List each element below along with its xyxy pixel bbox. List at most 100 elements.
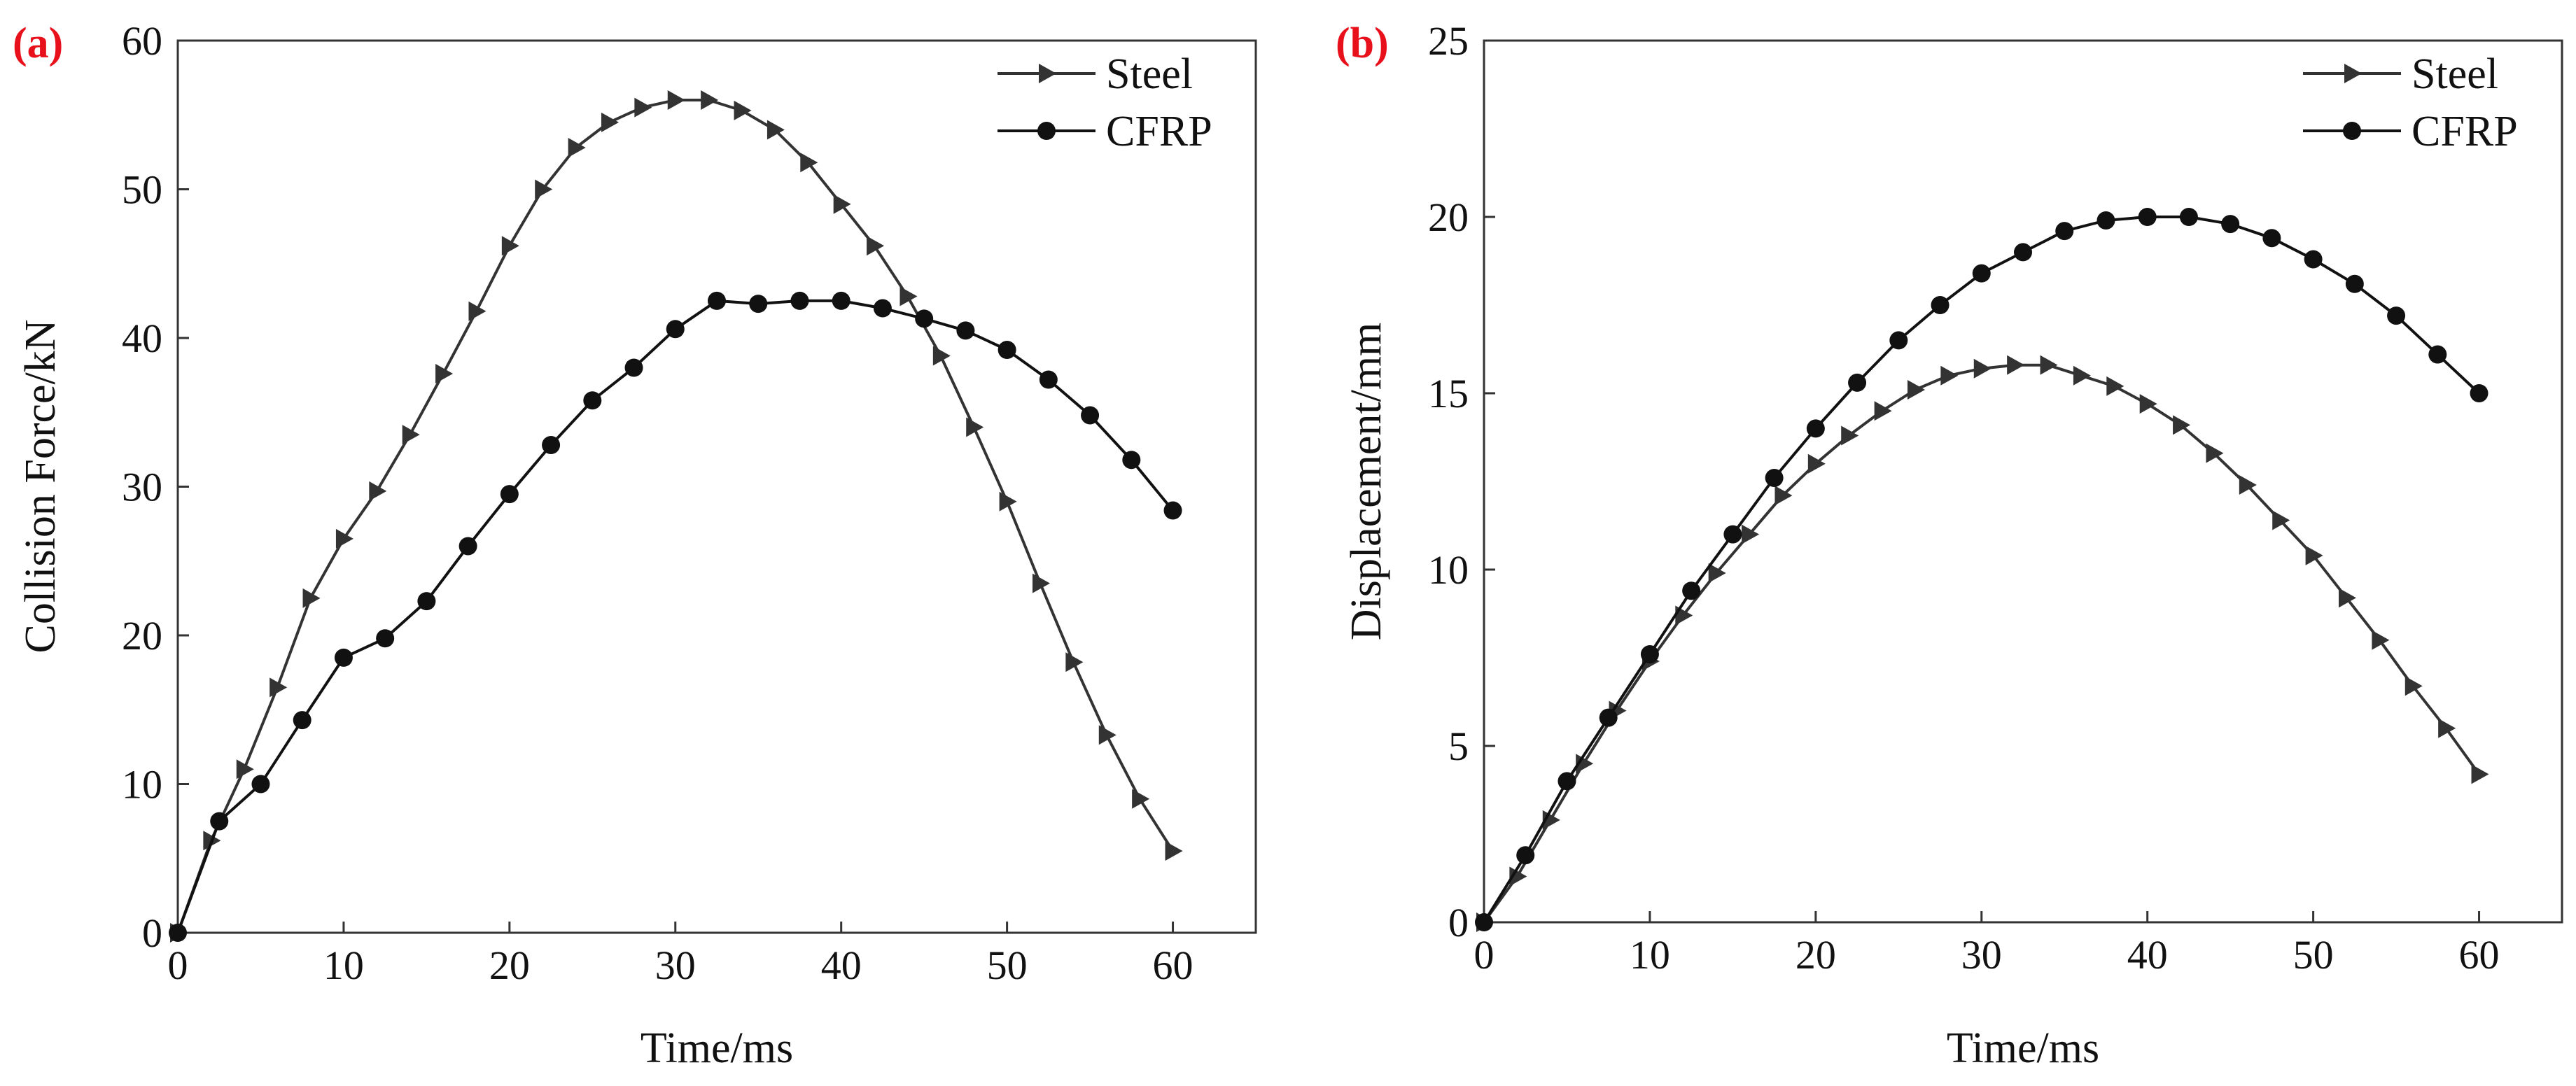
- panel-a-x-tick-label: 30: [655, 943, 696, 988]
- panel-a-cfrp-point: [417, 592, 436, 611]
- panel-b-steel-point: [1841, 425, 1859, 446]
- panel-a-y-tick-label: 40: [122, 316, 162, 361]
- panel-a-chart: (a) 0 10 20 30 40 50 60 0 10 20 30 40 50 60 Time/ms C…: [13, 18, 1257, 1072]
- panel-a-cfrp-point: [1163, 501, 1182, 520]
- panel-b-steel-point: [2040, 355, 2058, 375]
- panel-a-cfrp-point: [956, 321, 975, 340]
- panel-b-steel-point: [1973, 358, 1991, 379]
- panel-a-steel-point: [535, 179, 553, 199]
- panel-b-cfrp-point: [1640, 644, 1659, 663]
- panel-a-legend-steel-label: Steel: [1106, 50, 1193, 98]
- panel-a-steel-point: [302, 588, 321, 608]
- panel-a-y-tick-label: 60: [122, 18, 162, 64]
- panel-a-x-tick-label: 60: [1153, 943, 1194, 988]
- panel-b-x-tick-label: 40: [2127, 932, 2168, 978]
- panel-b-label: (b): [1336, 20, 1389, 67]
- panel-a-legend: Steel CFRP: [997, 50, 1212, 155]
- panel-b-steel-point: [2404, 676, 2423, 696]
- panel-b-chart: (b) 0 10 20 30 40 50 60 0 5 10 15 20 25 Time/ms Disp…: [1336, 18, 2563, 1072]
- panel-b-y-tick-label: 5: [1448, 724, 1469, 769]
- panel-b-y-axis-title: Displacement/mm: [1343, 323, 1390, 641]
- panel-b-steel-point: [2372, 630, 2390, 650]
- panel-a-cfrp-point: [458, 537, 477, 556]
- panel-a-steel-point: [335, 528, 354, 549]
- panel-a-cfrp-point: [583, 391, 602, 410]
- panel-b-cfrp-point: [2304, 250, 2323, 269]
- panel-b-steel-point: [2272, 510, 2290, 530]
- panel-a-cfrp-point: [997, 341, 1016, 359]
- panel-a-x-tick-label: 20: [489, 943, 530, 988]
- panel-b-steel-point: [1675, 605, 1693, 626]
- panel-a-steel-point: [1132, 789, 1150, 809]
- panel-a-steel-point: [468, 301, 486, 321]
- panel-a-steel-line: [176, 99, 1175, 933]
- panel-a-steel-point: [501, 236, 519, 256]
- panel-b-steel-point: [1907, 379, 1925, 400]
- panel-b-cfrp-point: [2387, 306, 2406, 325]
- panel-a-x-axis-title: Time/ms: [640, 1024, 793, 1072]
- panel-b-cfrp-point: [1889, 331, 1908, 350]
- panel-a-cfrp-point: [334, 648, 353, 667]
- panel-b-steel-point: [2173, 415, 2191, 435]
- panel-b-steel-point: [2339, 588, 2356, 608]
- panel-b-steel-point: [2139, 394, 2157, 414]
- panel-a-cfrp-point: [210, 812, 229, 831]
- panel-b-cfrp-point: [1972, 264, 1991, 283]
- panel-a-cfrp-point: [915, 309, 934, 328]
- panel-b-cfrp-point: [1516, 846, 1535, 865]
- panel-b-steel-point: [1940, 365, 1959, 386]
- panel-b-cfrp-point: [1599, 708, 1618, 727]
- panel-b-steel-point: [2206, 443, 2224, 463]
- panel-a-steel-point: [932, 346, 951, 366]
- panel-b-cfrp-point: [1931, 296, 1949, 314]
- panel-a-cfrp-point: [293, 711, 312, 730]
- panel-b-x-tick-label: 10: [1630, 932, 1670, 978]
- panel-a-steel-point: [734, 100, 752, 120]
- panel-b-steel-point: [1708, 563, 1726, 584]
- panel-a-x-tick-label: 10: [323, 943, 364, 988]
- panel-b-legend-steel-marker: [2344, 64, 2362, 83]
- panel-a-steel-point: [1098, 725, 1116, 745]
- panel-b-cfrp-point: [2262, 229, 2281, 248]
- panel-b-cfrp-point: [2014, 243, 2032, 262]
- panel-b-steel-point: [2073, 365, 2091, 386]
- panel-a-x-tick-label: 40: [821, 943, 862, 988]
- panel-a-y-tick-label: 0: [142, 910, 162, 956]
- panel-a-cfrp-point: [790, 291, 809, 310]
- panel-b-steel-point: [1742, 524, 1760, 544]
- panel-b-cfrp-point: [2428, 345, 2447, 364]
- panel-b-cfrp-point: [2221, 215, 2240, 234]
- panel-b-steel-point: [2007, 355, 2025, 375]
- panel-a-cfrp-point: [500, 485, 519, 504]
- panel-a-steel-point: [568, 138, 586, 157]
- panel-a-steel-point: [1032, 573, 1050, 593]
- panel-a-series: [169, 90, 1183, 943]
- panel-a-cfrp-point: [542, 436, 561, 454]
- panel-b-x-axis-title: Time/ms: [1947, 1024, 2099, 1072]
- panel-a-cfrp-point: [1122, 451, 1141, 470]
- panel-b-x-tick-label: 30: [1961, 932, 2002, 978]
- panel-a-steel-point: [867, 236, 885, 256]
- panel-a-steel-point: [701, 90, 719, 110]
- panel-b-series: [1475, 208, 2489, 932]
- panel-a-cfrp-point: [624, 358, 643, 377]
- panel-b-y-tick-label: 0: [1448, 900, 1469, 945]
- panel-a-steel-point: [435, 364, 454, 383]
- panel-a-y-tick-label: 30: [122, 465, 162, 510]
- panel-b-ticks: 0 10 20 30 40 50 60 0 5 10 15 20 25: [1428, 18, 2500, 978]
- panel-b-cfrp-point: [1558, 772, 1576, 791]
- panel-a-y-tick-label: 20: [122, 613, 162, 658]
- panel-b-steel-point: [1774, 486, 1793, 506]
- panel-a-y-axis-title: Collision Force/kN: [17, 319, 64, 653]
- panel-a-cfrp-point: [169, 924, 187, 942]
- panel-b-y-tick-label: 25: [1428, 18, 1469, 64]
- panel-a-y-tick-label: 50: [122, 167, 162, 213]
- panel-a-cfrp-point: [251, 775, 270, 794]
- panel-a-cfrp-line: [176, 299, 1175, 933]
- panel-b-steel-point: [2106, 376, 2124, 396]
- panel-a-legend-cfrp-label: CFRP: [1106, 108, 1212, 155]
- panel-a-steel-point: [601, 112, 619, 132]
- panel-a-steel-point: [270, 677, 288, 698]
- panel-a-ticks: 0 10 20 30 40 50 60 0 10 20 30 40 50 60: [122, 18, 1194, 988]
- panel-b-cfrp-point: [1848, 373, 1867, 392]
